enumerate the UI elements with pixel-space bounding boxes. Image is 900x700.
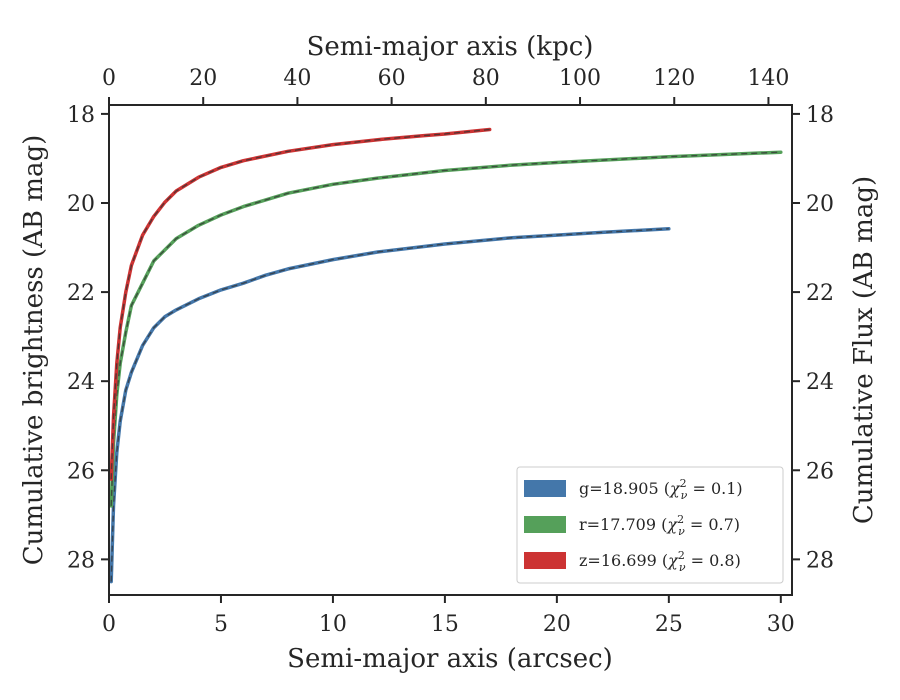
x-tick-label: 15 — [431, 612, 459, 637]
y-tick-label-left: 28 — [67, 548, 95, 573]
legend-label-g: g=18.905 (χ2 ν = 0.1) — [579, 477, 743, 502]
series-line-z — [109, 127, 492, 481]
series-model-line-r — [110, 151, 781, 506]
y-tick-label-left: 22 — [67, 281, 95, 306]
y-tick-label-left: 26 — [67, 459, 95, 484]
x-top-tick-label: 140 — [747, 66, 789, 91]
x-top-tick-label: 40 — [283, 66, 311, 91]
y-tick-label-right: 22 — [806, 281, 834, 306]
legend-label-z: z=16.699 (χ2 ν = 0.8) — [579, 549, 741, 574]
y-axis-title-right: Cumulative Flux (AB mag) — [849, 176, 879, 524]
y-tick-label-right: 20 — [806, 192, 834, 217]
legend-label-r: r=17.709 (χ2 ν = 0.7) — [579, 513, 740, 538]
x-top-tick-label: 60 — [378, 66, 406, 91]
legend-swatch-z — [524, 552, 566, 569]
x-tick-label: 0 — [102, 612, 116, 637]
x-tick-label: 10 — [319, 612, 347, 637]
series-model-line-z — [110, 128, 490, 480]
legend: g=18.905 (χ2 ν = 0.1) r=17.709 (χ2 ν = 0.7)… — [516, 466, 784, 584]
x-axis-title-bottom: Semi-major axis (arcsec) — [287, 644, 613, 674]
x-top-tick-label: 80 — [472, 66, 500, 91]
x-tick-label: 20 — [543, 612, 571, 637]
x-tick-label: 5 — [214, 612, 228, 637]
y-tick-label-left: 18 — [67, 103, 95, 128]
y-tick-label-right: 24 — [806, 370, 834, 395]
x-top-tick-label: 20 — [189, 66, 217, 91]
legend-frame — [516, 466, 784, 584]
legend-swatch-r — [524, 516, 566, 533]
legend-entries: g=18.905 (χ2 ν = 0.1) r=17.709 (χ2 ν = 0.7)… — [524, 477, 743, 574]
series-layer — [109, 127, 783, 584]
series-line-r — [109, 150, 783, 508]
x-axis-title-top: Semi-major axis (kpc) — [307, 32, 594, 62]
plot-frame — [108, 104, 793, 596]
y-tick-label-right: 18 — [806, 103, 834, 128]
legend-swatch-g — [524, 480, 566, 497]
y-tick-label-right: 28 — [806, 548, 834, 573]
y-tick-label-left: 20 — [67, 192, 95, 217]
x-top-tick-label: 100 — [559, 66, 601, 91]
series-model-line-g — [110, 228, 669, 582]
x-tick-label: 25 — [655, 612, 683, 637]
axes-layer: 0 5 10 15 20 25 30 0 20 40 60 80 100 120 140 18 18 20 20 22… — [67, 66, 834, 637]
x-top-tick-label: 120 — [653, 66, 695, 91]
x-tick-label: 30 — [767, 612, 795, 637]
x-top-tick-label: 0 — [102, 66, 116, 91]
y-tick-label-right: 26 — [806, 459, 834, 484]
y-tick-label-left: 24 — [67, 370, 95, 395]
y-axis-title-left: Cumulative brightness (AB mag) — [19, 135, 49, 566]
